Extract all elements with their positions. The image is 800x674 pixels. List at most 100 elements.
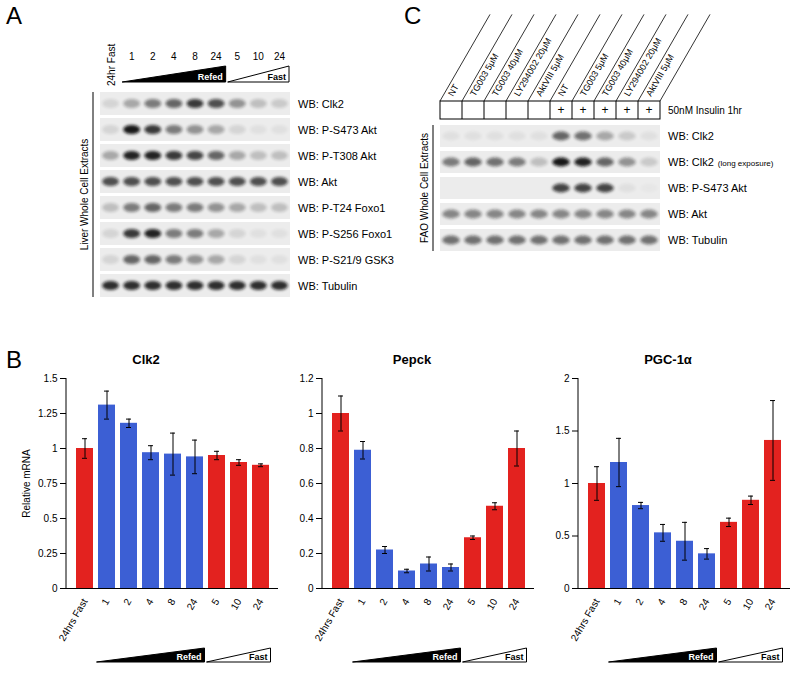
svg-text:0: 0 (308, 583, 314, 594)
svg-text:5: 5 (465, 596, 478, 607)
svg-text:2: 2 (564, 373, 570, 384)
svg-text:10: 10 (253, 51, 265, 62)
svg-text:24hrs Fast: 24hrs Fast (56, 596, 89, 643)
svg-text:+: + (645, 103, 652, 117)
svg-text:8: 8 (677, 596, 690, 607)
svg-text:WB: P-S256 Foxo1: WB: P-S256 Foxo1 (298, 228, 392, 240)
svg-text:NT: NT (556, 82, 571, 98)
svg-text:TG003 5μM: TG003 5μM (578, 51, 611, 98)
svg-text:1.25: 1.25 (38, 408, 58, 419)
svg-text:B: B (6, 346, 22, 373)
svg-text:24: 24 (696, 596, 711, 612)
svg-text:5: 5 (209, 596, 222, 607)
svg-text:0.2: 0.2 (300, 548, 314, 559)
svg-text:8: 8 (192, 51, 198, 62)
svg-text:5: 5 (234, 51, 240, 62)
svg-text:WB: Tubulin: WB: Tubulin (298, 280, 357, 292)
svg-text:50nM Insulin 1hr: 50nM Insulin 1hr (668, 105, 743, 116)
svg-text:4: 4 (655, 596, 668, 607)
svg-text:8: 8 (165, 596, 178, 607)
svg-text:Fast: Fast (249, 652, 268, 662)
svg-text:0.4: 0.4 (300, 513, 314, 524)
svg-text:Refed: Refed (688, 652, 713, 662)
svg-text:0.6: 0.6 (300, 478, 314, 489)
svg-text:1.2: 1.2 (300, 373, 314, 384)
svg-text:Refed: Refed (198, 72, 223, 82)
svg-text:1: 1 (355, 596, 368, 607)
svg-text:+: + (557, 103, 564, 117)
svg-text:24: 24 (762, 596, 777, 612)
svg-text:0.25: 0.25 (38, 548, 58, 559)
svg-text:WB: P-S21/9 GSK3: WB: P-S21/9 GSK3 (298, 254, 394, 266)
svg-text:24: 24 (506, 596, 521, 612)
svg-text:1: 1 (99, 596, 112, 607)
svg-text:1: 1 (52, 443, 58, 454)
svg-text:8: 8 (421, 596, 434, 607)
svg-text:Refed: Refed (432, 652, 457, 662)
svg-text:2: 2 (633, 596, 646, 607)
svg-text:24: 24 (274, 51, 286, 62)
svg-text:TG003 40μM: TG003 40μM (600, 47, 636, 98)
svg-text:WB: Tubulin: WB: Tubulin (668, 234, 727, 246)
svg-text:LY294002 20μM: LY294002 20μM (622, 36, 664, 98)
svg-text:10: 10 (740, 596, 755, 612)
svg-text:TG003 5μM: TG003 5μM (468, 51, 501, 98)
svg-text:1: 1 (129, 51, 135, 62)
svg-text:2: 2 (377, 596, 390, 607)
svg-text:2: 2 (121, 596, 134, 607)
svg-text:WB: Akt: WB: Akt (668, 208, 707, 220)
svg-text:Refed: Refed (176, 652, 201, 662)
svg-text:1: 1 (611, 596, 624, 607)
svg-text:TG003 40μM: TG003 40μM (490, 47, 526, 98)
svg-text:WB: P-T24 Foxo1: WB: P-T24 Foxo1 (298, 202, 385, 214)
svg-text:4: 4 (143, 596, 156, 607)
svg-text:0.75: 0.75 (38, 478, 58, 489)
svg-text:WB: Akt: WB: Akt (298, 176, 337, 188)
svg-text:FAO Whole Cell Extracts: FAO Whole Cell Extracts (419, 133, 430, 243)
svg-text:WB: P-S473 Akt: WB: P-S473 Akt (298, 124, 377, 136)
svg-text:2: 2 (150, 51, 156, 62)
svg-text:Fast: Fast (505, 652, 524, 662)
html-text:Clk2: Clk2 (132, 352, 160, 367)
svg-text:AktVIII 5μM: AktVIII 5μM (644, 53, 676, 98)
svg-text:0.5: 0.5 (44, 513, 58, 524)
svg-text:0: 0 (564, 583, 570, 594)
svg-text:24: 24 (211, 51, 223, 62)
svg-text:0.8: 0.8 (300, 443, 314, 454)
svg-text:WB: P-T308 Akt: WB: P-T308 Akt (298, 150, 376, 162)
svg-text:Fast: Fast (267, 72, 286, 82)
svg-text:4: 4 (399, 596, 412, 607)
svg-text:24hr Fast: 24hr Fast (106, 44, 117, 86)
svg-text:Fast: Fast (761, 652, 780, 662)
svg-text:NT: NT (446, 82, 461, 98)
svg-text:4: 4 (171, 51, 177, 62)
html-text:Pepck: Pepck (392, 352, 432, 367)
svg-text:5: 5 (721, 596, 734, 607)
svg-text:LY294002 20μM: LY294002 20μM (512, 36, 554, 98)
svg-text:1: 1 (308, 408, 314, 419)
svg-text:C: C (404, 2, 421, 29)
svg-text:24: 24 (184, 596, 199, 612)
svg-text:0.5: 0.5 (556, 530, 570, 541)
svg-text:1: 1 (564, 478, 570, 489)
svg-text:24: 24 (440, 596, 455, 612)
svg-text:24hrs Fast: 24hrs Fast (568, 596, 601, 643)
svg-text:10: 10 (228, 596, 243, 612)
svg-text:AktVIII 5μM: AktVIII 5μM (534, 52, 567, 98)
svg-text:0: 0 (52, 583, 58, 594)
svg-text:+: + (579, 103, 586, 117)
svg-text:WB: Clk2: WB: Clk2 (298, 98, 344, 110)
svg-text:1.5: 1.5 (44, 373, 58, 384)
svg-text:WB: Clk2: WB: Clk2 (668, 130, 714, 142)
svg-text:+: + (623, 103, 630, 117)
svg-text:10: 10 (484, 596, 499, 612)
svg-text:Relative mRNA: Relative mRNA (21, 449, 32, 518)
svg-text:1.5: 1.5 (556, 425, 570, 436)
svg-text:24: 24 (250, 596, 265, 612)
svg-text:24hrs Fast: 24hrs Fast (312, 596, 345, 643)
svg-text:Liver Whole Cell Extracts: Liver Whole Cell Extracts (79, 139, 90, 251)
svg-text:A: A (6, 2, 22, 29)
svg-text:WB: P-S473 Akt: WB: P-S473 Akt (668, 182, 747, 194)
svg-text:WB: Clk2(long exposure): WB: Clk2(long exposure) (668, 156, 774, 168)
svg-text:+: + (601, 103, 608, 117)
